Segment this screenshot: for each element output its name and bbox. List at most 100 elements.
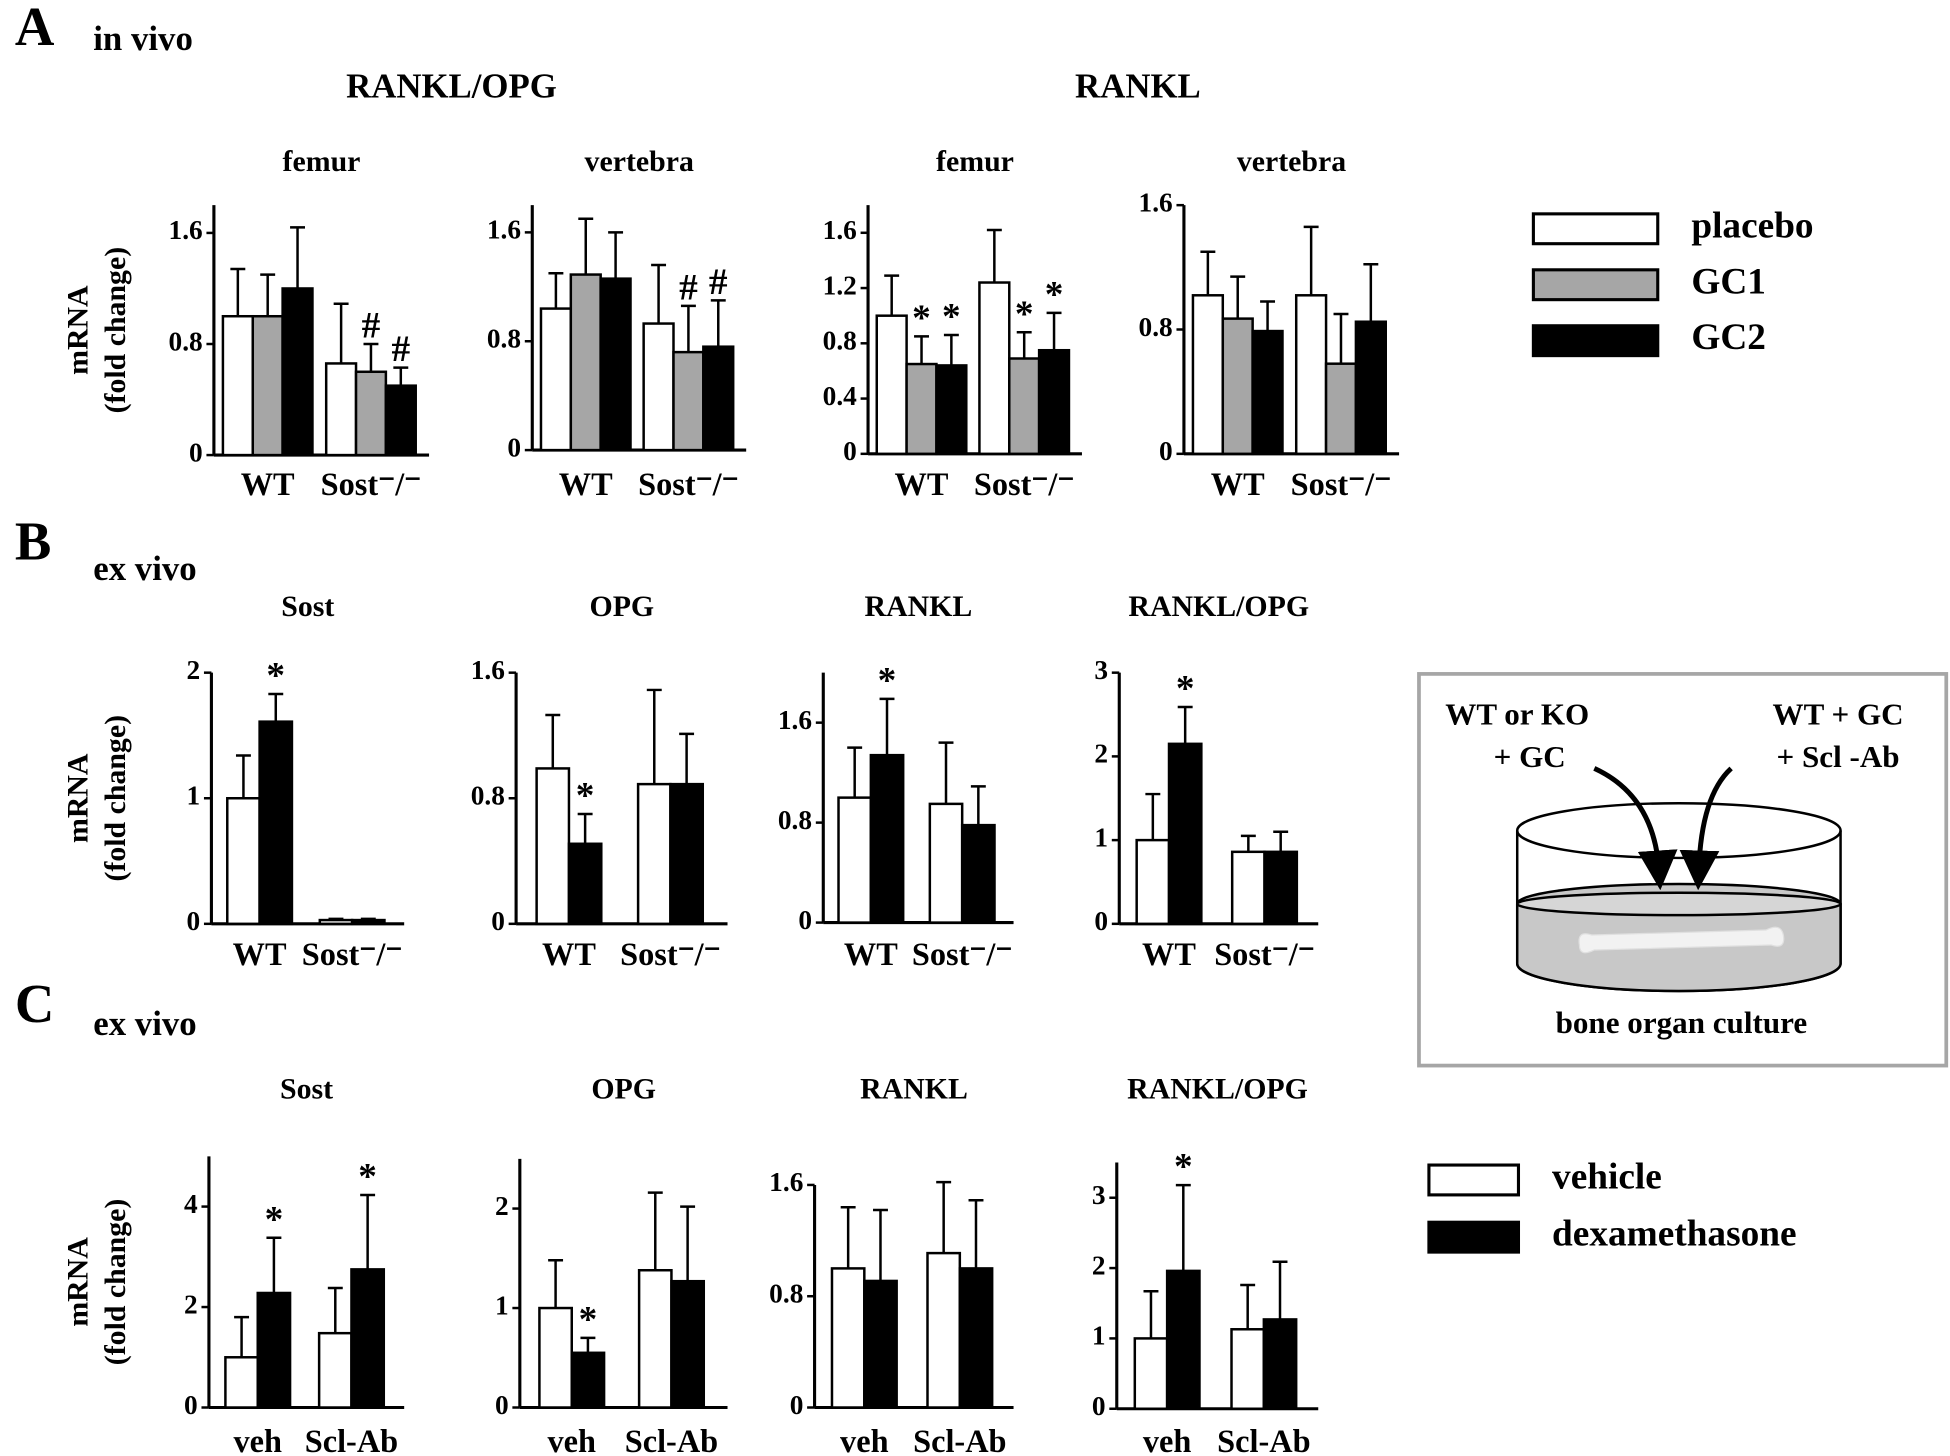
y-tick-label: 1.6 (769, 1167, 803, 1197)
y-tick-label: 0.8 (169, 326, 203, 356)
error-bar (580, 1336, 596, 1353)
y-tick-label: 1 (1094, 822, 1108, 852)
y-axis-label: mRNA (62, 753, 95, 843)
legend-label: placebo (1691, 205, 1813, 246)
chart-title: femur (283, 145, 361, 178)
panel-letter: B (15, 511, 52, 572)
y-tick-label: 0 (1094, 906, 1108, 936)
error-bar (847, 746, 863, 798)
arrow (1679, 766, 1733, 891)
bar (863, 1279, 898, 1409)
bar (672, 350, 705, 452)
bar (599, 277, 632, 452)
arrow (1593, 766, 1678, 891)
error-bar (327, 1286, 343, 1334)
bar (1251, 329, 1284, 456)
significance-marker: # (709, 262, 728, 303)
bar (1008, 357, 1041, 456)
bar (636, 782, 672, 926)
error-bar (1145, 792, 1161, 841)
y-tick-label: 0 (189, 437, 203, 467)
error-bar (938, 741, 954, 804)
error-bar (647, 1191, 663, 1271)
bar (928, 802, 964, 924)
x-tick-label: Scl-Ab (1217, 1423, 1310, 1456)
x-tick-label: veh (1143, 1423, 1192, 1456)
x-tick-label: Scl-Ab (625, 1423, 718, 1456)
y-tick-label: 1 (187, 781, 201, 811)
bar (258, 720, 294, 926)
error-bar (328, 917, 344, 921)
error-bar (1260, 300, 1276, 332)
y-tick-label: 0 (1159, 436, 1173, 466)
significance-marker: * (942, 297, 961, 338)
dish-rim (1515, 801, 1842, 860)
bar (539, 307, 573, 452)
error-bar (268, 692, 284, 722)
y-tick-label: 0 (798, 905, 812, 935)
bar (926, 1251, 962, 1409)
bar (318, 918, 354, 926)
y-axis-label: (fold change) (99, 715, 132, 882)
bar-chart: Sost mRNA (fold change) 0 1 2 WT * Sost⁻/⁻ (62, 590, 405, 972)
x-tick-label: WT (241, 466, 295, 502)
x-tick-label: veh (233, 1423, 282, 1456)
chart-title: RANKL (860, 1073, 968, 1106)
significance-marker: * (358, 1157, 377, 1198)
y-tick-label: 1.6 (487, 215, 521, 245)
chart-title: RANKL/OPG (1127, 1073, 1308, 1106)
bar-chart: vertebra 0 0.8 1.6 WT Sost⁻/⁻ (1139, 145, 1400, 502)
legend-swatch (1531, 212, 1660, 246)
error-bar (548, 271, 564, 309)
bar (1263, 850, 1299, 926)
legend-label: GC2 (1691, 317, 1766, 358)
error-bar (936, 1180, 952, 1254)
legend-swatch (1427, 1163, 1521, 1197)
bar (1191, 294, 1225, 456)
legend: placebo GC1 GC2 (1531, 205, 1814, 358)
x-tick-label: Sost⁻/⁻ (302, 936, 403, 972)
bar (354, 370, 388, 457)
x-tick-label: WT (895, 466, 949, 502)
x-tick-label: WT (844, 936, 898, 972)
significance-marker: * (266, 656, 285, 697)
error-bar (260, 273, 276, 317)
error-bar (680, 1205, 696, 1282)
y-tick-label: 0 (491, 906, 505, 936)
bar (570, 1351, 606, 1409)
group-title: RANKL (1075, 67, 1201, 106)
y-tick-label: 2 (184, 1289, 198, 1319)
error-bar (1240, 1283, 1256, 1330)
bar-chart: OPG 0 1 2 veh * Scl-Ab (495, 1073, 728, 1456)
y-axis-label: (fold change) (99, 247, 132, 414)
x-tick-label: Sost⁻/⁻ (321, 466, 422, 502)
bar (642, 322, 675, 452)
chart-title: vertebra (585, 145, 694, 178)
chart-title: Sost (281, 590, 334, 623)
chart-title: OPG (591, 1073, 656, 1106)
error-bar (680, 304, 696, 353)
y-tick-label: 1.6 (169, 215, 203, 245)
bar (869, 753, 905, 924)
error-bar (360, 1193, 376, 1270)
bar (350, 1268, 386, 1409)
y-tick-label: 0.8 (823, 326, 857, 356)
error-bar (235, 754, 251, 799)
y-tick-label: 0 (507, 432, 521, 462)
y-tick-label: 0.8 (487, 324, 521, 354)
error-bar (1177, 705, 1193, 744)
error-bar (545, 713, 561, 769)
bar (224, 1356, 259, 1409)
bar (317, 1331, 353, 1409)
bar (1354, 320, 1387, 456)
x-tick-label: Sost⁻/⁻ (1291, 466, 1392, 502)
y-tick-label: 0.8 (471, 781, 505, 811)
diagram-label: + GC (1494, 739, 1566, 774)
error-bar (577, 812, 593, 844)
error-bar (266, 1236, 282, 1293)
y-axis-label: (fold change) (99, 1199, 132, 1366)
bar (960, 823, 996, 924)
legend-swatch (1427, 1220, 1521, 1254)
y-tick-label: 1.6 (471, 655, 505, 685)
error-bar (1272, 1260, 1288, 1320)
